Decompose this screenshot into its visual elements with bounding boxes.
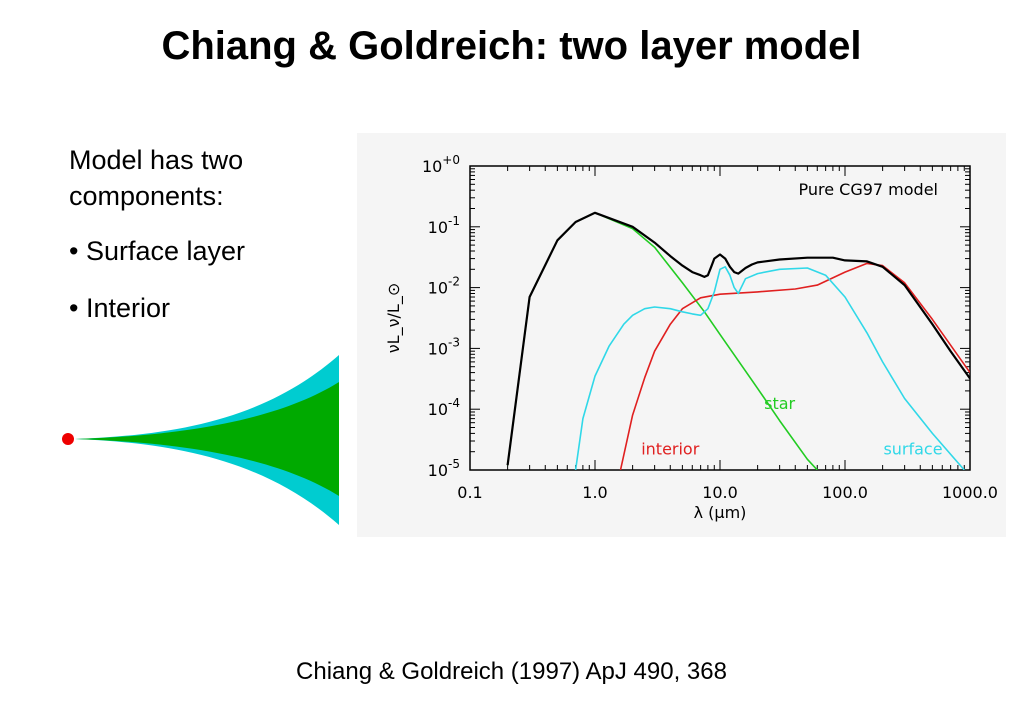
series-line-interior	[619, 262, 970, 470]
bullet-interior: • Interior	[69, 293, 170, 323]
slide-title: Chiang & Goldreich: two layer model	[161, 24, 862, 68]
flared-disk-icon	[62, 355, 339, 525]
chart-title: Pure CG97 model	[799, 180, 939, 199]
citation: Chiang & Goldreich (1997) ApJ 490, 368	[296, 658, 727, 685]
series-line-surface	[574, 266, 965, 470]
star-dot-icon	[62, 433, 74, 445]
annotation-star: star	[764, 394, 795, 413]
y-axis-label: νL_ν/L_⊙	[384, 283, 404, 354]
y-tick-label: 10-4	[428, 396, 460, 419]
annotation-interior: interior	[641, 439, 700, 458]
y-tick-label: 10-5	[428, 457, 460, 480]
y-tick-label: 10-1	[428, 214, 460, 237]
y-tick-label: 10+0	[422, 153, 460, 176]
sed-plot: 0.1 1.0 10.0 100.0 1000.0 10-5 10-4 10-3 10-2 10-…	[357, 133, 1006, 537]
x-tick-label: 10.0	[702, 483, 738, 502]
plot-frame	[469, 165, 971, 471]
annotation-surface: surface	[883, 439, 942, 458]
disk-interior	[75, 382, 339, 496]
sed-chart: 0.1 1.0 10.0 100.0 1000.0 10-5 10-4 10-3 10-2 10-…	[384, 153, 998, 522]
series-line-total	[506, 211, 970, 466]
x-tick-label: 0.1	[457, 483, 482, 502]
x-axis-label: λ (μm)	[694, 503, 747, 522]
bullet-surface-layer: • Surface layer	[69, 236, 246, 266]
series-line-star	[506, 212, 818, 470]
x-tick-label: 1000.0	[942, 483, 998, 502]
x-tick-label: 100.0	[822, 483, 868, 502]
intro-text: Model has two components:	[69, 145, 244, 211]
y-tick-label: 10-2	[428, 275, 460, 298]
y-tick-label: 10-3	[428, 335, 460, 358]
x-tick-label: 1.0	[582, 483, 607, 502]
